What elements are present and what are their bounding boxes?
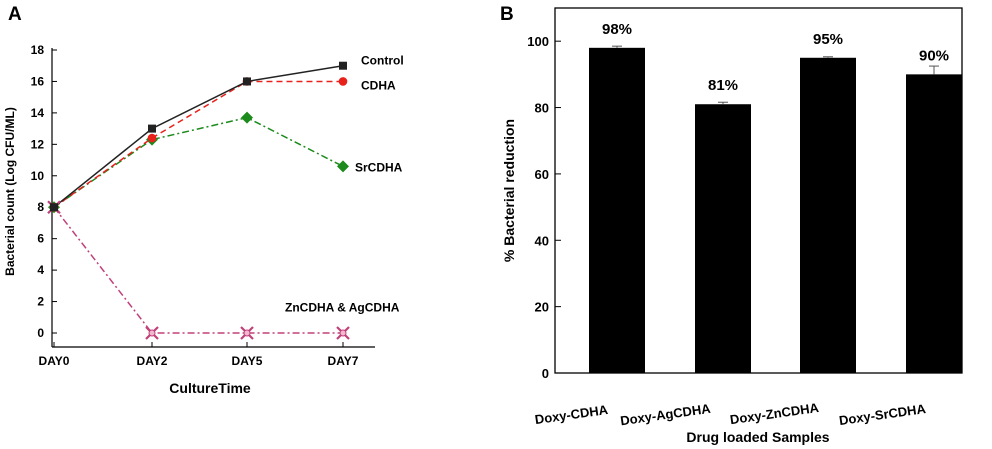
- a-x-tick-label: DAY0: [39, 354, 70, 368]
- a-series-2-point: [241, 111, 253, 124]
- a-y-tick-label: 8: [37, 200, 44, 214]
- a-series-label: SrCDHA: [355, 160, 403, 174]
- a-series-0-point: [339, 61, 347, 70]
- b-y-axis-title: % Bacterial reduction: [501, 119, 517, 262]
- a-series-1-point: [147, 133, 157, 143]
- b-y-tick-label: 40: [535, 233, 549, 248]
- a-x-tick-label: DAY5: [232, 354, 263, 368]
- b-y-tick-label: 100: [527, 34, 549, 49]
- a-x-tick-label: DAY2: [137, 354, 168, 368]
- b-value-label: 98%: [602, 21, 632, 38]
- panel-b-label: B: [500, 4, 514, 25]
- a-x-axis-title: CultureTime: [169, 380, 251, 396]
- b-y-tick-label: 0: [542, 366, 549, 381]
- a-y-tick-label: 14: [31, 106, 45, 120]
- a-series-3-point: [240, 326, 254, 340]
- b-bar: [589, 47, 645, 374]
- a-series-line-3: [53, 206, 343, 334]
- a-series-0-point: [50, 203, 58, 212]
- a-series-label: Control: [361, 53, 404, 67]
- a-series-label: ZnCDHA & AgCDHA: [285, 300, 400, 314]
- b-value-label: 90%: [919, 47, 949, 64]
- b-x-tick-label: Doxy-AgCDHA: [619, 401, 712, 429]
- b-x-tick-label: Doxy-CDHA: [534, 402, 610, 427]
- a-series-line-0: [53, 64, 344, 208]
- a-series-label: CDHA: [361, 79, 396, 93]
- a-series-1-point: [338, 77, 348, 86]
- b-y-tick-label: 60: [535, 167, 549, 182]
- a-y-tick-label: 0: [37, 326, 44, 340]
- a-series-0-point: [148, 124, 156, 133]
- a-y-tick-label: 2: [37, 295, 44, 309]
- b-bar: [695, 104, 751, 374]
- b-bar: [906, 74, 962, 373]
- a-y-tick-label: 18: [31, 43, 45, 57]
- a-series-2-point: [337, 160, 349, 173]
- a-y-tick-label: 10: [31, 169, 45, 183]
- panel-a-label: A: [8, 4, 22, 25]
- b-y-tick-label: 80: [535, 101, 549, 116]
- a-series-3-point: [145, 326, 159, 340]
- b-x-tick-label: Doxy-SrCDHA: [838, 401, 927, 428]
- b-x-axis-title: Drug loaded Samples: [686, 429, 829, 445]
- a-series-0-point: [243, 77, 251, 86]
- b-bar: [800, 57, 856, 373]
- b-x-tick-label: Doxy-ZnCDHA: [729, 400, 820, 427]
- a-y-axis-title: Bacterial count (Log CFU/ML): [3, 107, 17, 276]
- a-series-line-2: [53, 116, 344, 208]
- a-series-line-1: [53, 80, 343, 208]
- a-y-tick-label: 6: [37, 232, 44, 246]
- a-y-tick-label: 12: [31, 137, 45, 151]
- b-y-tick-label: 20: [535, 300, 549, 315]
- a-x-tick-label: DAY7: [328, 354, 359, 368]
- b-value-label: 95%: [813, 31, 843, 48]
- a-series-3-point: [336, 326, 350, 340]
- a-y-tick-label: 4: [37, 263, 44, 277]
- b-value-label: 81%: [708, 77, 738, 94]
- a-y-tick-label: 16: [31, 74, 45, 88]
